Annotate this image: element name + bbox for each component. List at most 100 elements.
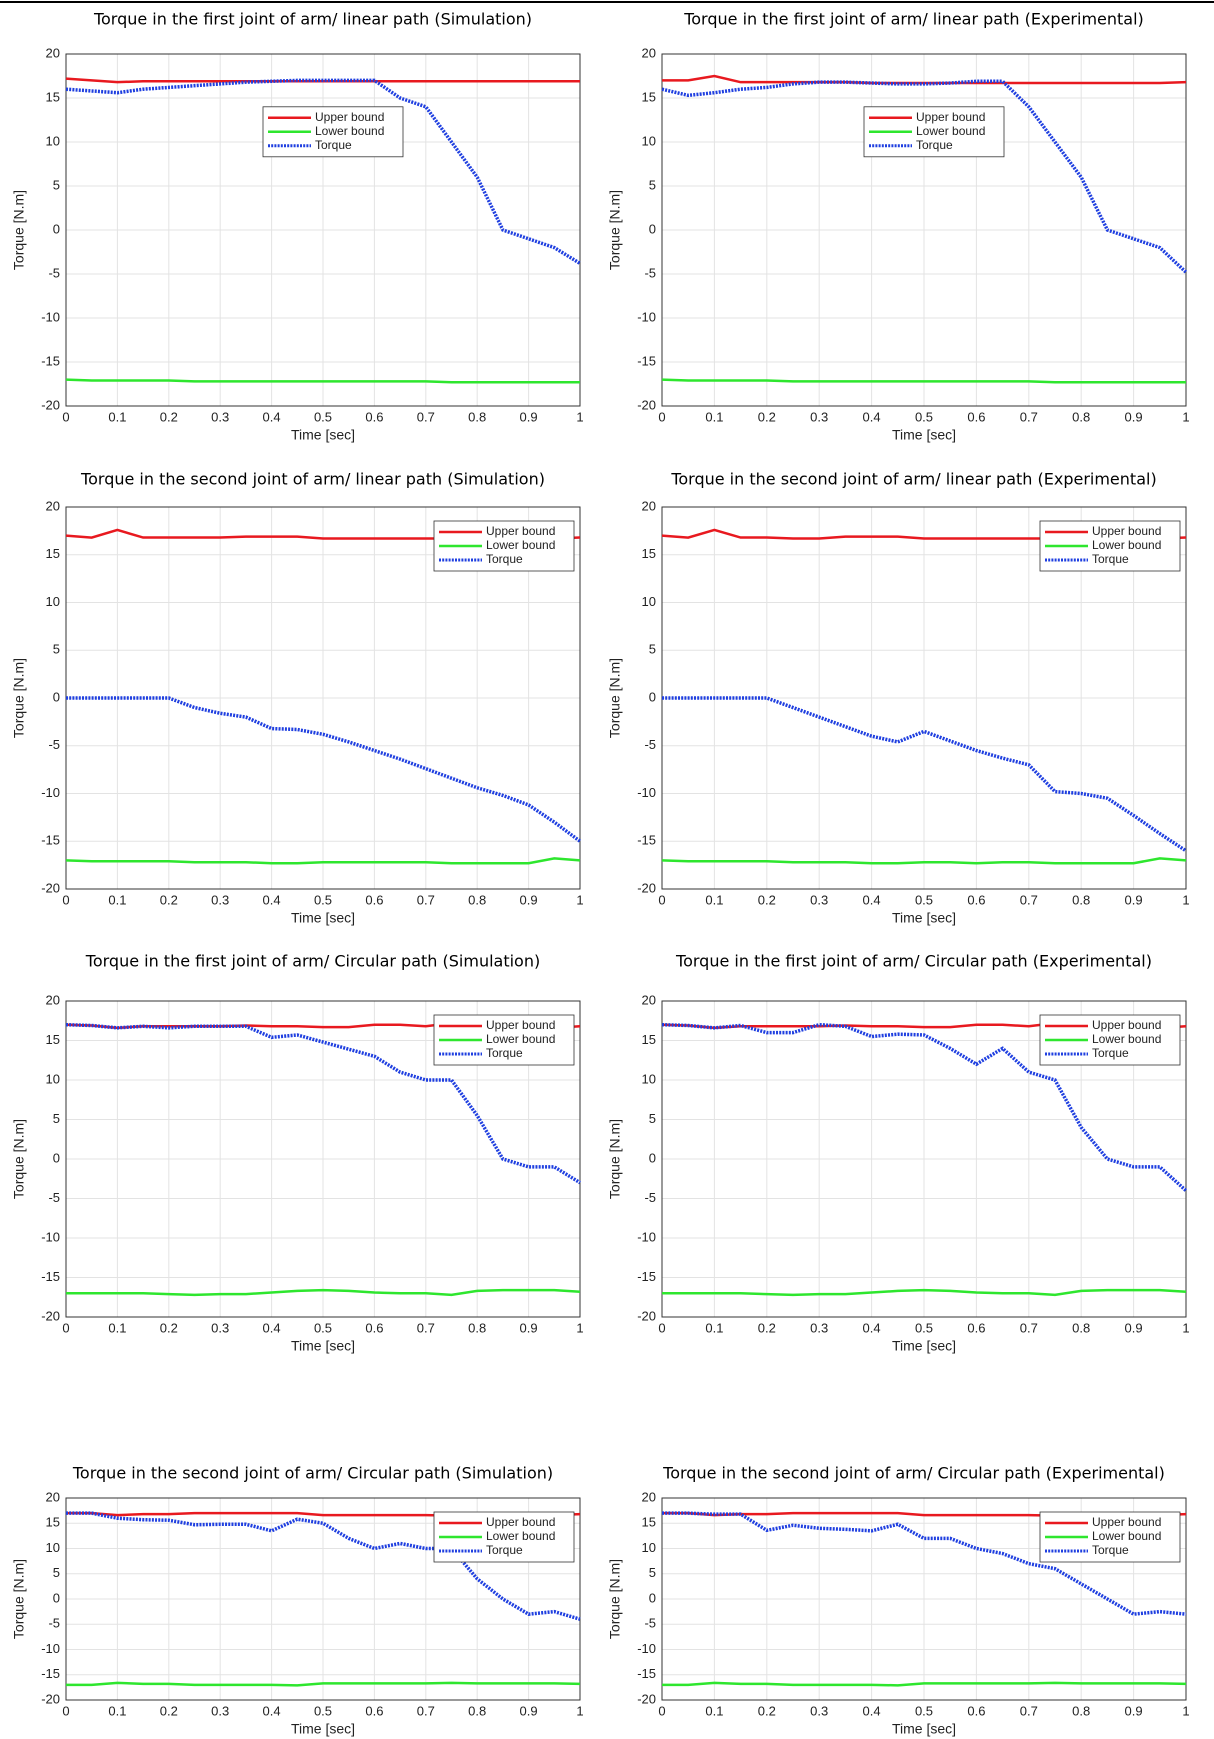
x-tick-label: 0.6 [967, 892, 985, 907]
y-axis-label: Torque [N.m] [607, 1559, 623, 1639]
series-line [661, 857, 1187, 865]
series-line [65, 1022, 581, 1185]
x-tick-label: 0.6 [365, 892, 383, 907]
x-tick-label: 0.5 [314, 409, 332, 424]
x-tick-label: 1 [1182, 892, 1189, 907]
y-tick-label: 5 [649, 1565, 656, 1580]
chart-title: Torque in the second joint of arm/ linea… [80, 470, 545, 489]
x-tick-label: 0.1 [705, 1703, 723, 1718]
legend-label: Torque [486, 552, 523, 566]
y-tick-label: 15 [46, 1515, 60, 1530]
x-tick-label: 0.2 [758, 409, 776, 424]
x-tick-label: 0 [658, 1320, 665, 1335]
x-tick-label: 0.3 [211, 1703, 229, 1718]
x-tick-label: 0.5 [314, 1320, 332, 1335]
chart-title: Torque in the second joint of arm/ Circu… [662, 1464, 1165, 1483]
series-line [662, 696, 1187, 853]
x-tick-label: 0.3 [810, 1320, 828, 1335]
x-tick-label: 0.4 [263, 1320, 281, 1335]
y-tick-label: -10 [637, 785, 656, 800]
legend-label: Upper bound [486, 524, 555, 538]
plot-frame [661, 1000, 1187, 1318]
y-tick-label: 20 [642, 498, 656, 513]
y-tick-label: 10 [46, 1071, 60, 1086]
x-tick-label: 0.4 [263, 1703, 281, 1718]
x-tick-label: 0.5 [915, 1703, 933, 1718]
plot-frame [661, 53, 1187, 407]
y-tick-label: -5 [644, 1616, 656, 1631]
y-tick-label: -15 [41, 833, 60, 848]
legend-label: Lower bound [1092, 1032, 1161, 1046]
y-tick-label: -20 [637, 1308, 656, 1323]
series-line [661, 1022, 1188, 1192]
x-tick-label: 0.9 [520, 1320, 538, 1335]
legend-label: Lower bound [916, 124, 985, 138]
x-tick-label: 0.1 [108, 1320, 126, 1335]
y-tick-label: -15 [637, 353, 656, 368]
y-axis-label: Torque [N.m] [11, 1559, 27, 1639]
chart-title: Torque in the first joint of arm/ Circul… [85, 952, 540, 971]
y-tick-label: 20 [46, 1489, 60, 1504]
legend-label: Torque [1092, 1543, 1129, 1557]
y-tick-label: -20 [41, 397, 60, 412]
y-tick-label: 5 [649, 642, 656, 657]
series-line [66, 1288, 581, 1297]
x-tick-label: 0.3 [810, 892, 828, 907]
x-tick-label: 0.2 [160, 892, 178, 907]
legend-label: Torque [1092, 1046, 1129, 1060]
x-tick-label: 0.3 [810, 409, 828, 424]
series-line [662, 1288, 1187, 1297]
x-tick-label: 0.1 [705, 892, 723, 907]
y-tick-label: 10 [642, 1540, 656, 1555]
series-line [661, 79, 1188, 274]
x-tick-label: 0.9 [1125, 1320, 1143, 1335]
y-tick-label: 15 [46, 1032, 60, 1047]
x-tick-label: 1 [1182, 409, 1189, 424]
y-tick-label: 10 [642, 133, 656, 148]
x-tick-label: 0.9 [520, 409, 538, 424]
y-tick-label: -20 [637, 1691, 656, 1706]
x-tick-label: 0.2 [758, 1703, 776, 1718]
series-line [66, 1681, 581, 1687]
x-tick-label: 0 [62, 409, 69, 424]
x-tick-label: 0.8 [468, 892, 486, 907]
legend-label: Torque [315, 138, 352, 152]
x-tick-label: 0.7 [1020, 892, 1038, 907]
x-tick-label: 0.7 [417, 1703, 435, 1718]
x-tick-label: 0.9 [1125, 409, 1143, 424]
x-tick-label: 0.2 [758, 1320, 776, 1335]
y-tick-label: 10 [46, 1540, 60, 1555]
y-tick-label: 20 [46, 498, 60, 513]
x-tick-label: 0 [62, 892, 69, 907]
x-tick-label: 0.8 [1072, 892, 1090, 907]
y-axis-label: Torque [N.m] [11, 658, 27, 738]
series-line [66, 1511, 581, 1621]
y-tick-label: 15 [642, 89, 656, 104]
legend-label: Torque [486, 1046, 523, 1060]
y-axis-label: Torque [N.m] [607, 190, 623, 270]
x-tick-label: 0.1 [108, 892, 126, 907]
x-tick-label: 0.4 [863, 892, 881, 907]
y-tick-label: 20 [642, 1489, 656, 1504]
y-tick-label: 5 [53, 1565, 60, 1580]
x-tick-label: 1 [1182, 1703, 1189, 1718]
y-tick-label: 15 [642, 1515, 656, 1530]
y-tick-label: -15 [41, 1269, 60, 1284]
x-tick-label: 0.4 [863, 409, 881, 424]
x-tick-label: 0.1 [705, 1320, 723, 1335]
x-tick-label: 0.9 [520, 892, 538, 907]
x-tick-label: 0.8 [468, 1320, 486, 1335]
y-tick-label: -5 [48, 265, 60, 280]
y-tick-label: 5 [649, 177, 656, 192]
y-tick-label: -15 [637, 1269, 656, 1284]
legend-label: Lower bound [486, 1032, 555, 1046]
y-tick-label: -10 [637, 309, 656, 324]
y-tick-label: -5 [644, 265, 656, 280]
y-tick-label: 15 [46, 546, 60, 561]
x-tick-label: 0.6 [967, 1320, 985, 1335]
y-tick-label: -10 [41, 1641, 60, 1656]
legend-label: Upper bound [1092, 524, 1161, 538]
x-tick-label: 0 [62, 1703, 69, 1718]
x-tick-label: 0.7 [417, 892, 435, 907]
